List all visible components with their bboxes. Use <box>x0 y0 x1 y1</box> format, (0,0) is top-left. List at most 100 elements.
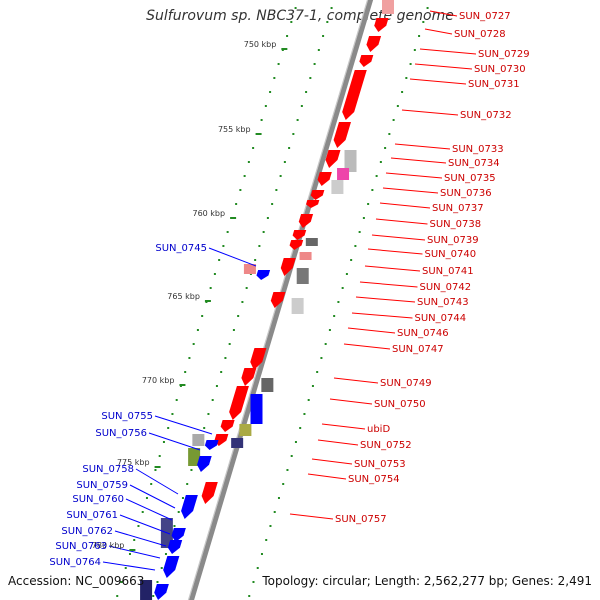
forward-label-leader <box>429 10 458 17</box>
forward-gene <box>250 348 267 370</box>
forward-gene-label: SUN_0730 <box>474 64 526 75</box>
forward-gene <box>231 438 244 448</box>
forward-gene-label: SUN_0729 <box>478 49 530 60</box>
guide-dot <box>413 49 416 51</box>
forward-gene <box>374 18 389 32</box>
guide-dot <box>167 427 170 429</box>
forward-gene <box>214 434 229 446</box>
guide-dot <box>303 413 306 415</box>
guide-dot <box>228 343 231 345</box>
reverse-gene <box>181 495 198 519</box>
forward-gene <box>342 70 367 120</box>
guide-dot <box>309 77 312 79</box>
guide-dot <box>207 413 210 415</box>
reverse-gene <box>197 456 212 472</box>
forward-label-leader <box>385 172 443 179</box>
guide-dot <box>173 525 176 527</box>
forward-label-leader <box>419 48 477 55</box>
forward-gene <box>333 122 351 148</box>
guide-dot <box>266 217 269 219</box>
guide-dot <box>141 511 144 513</box>
kbp-tick-label: 780 kbp <box>92 541 125 550</box>
guide-dot <box>254 259 257 261</box>
reverse-gene-label: SUN_0761 <box>66 510 118 521</box>
reverse-gene <box>163 556 180 578</box>
kbp-tick-label: 770 kbp <box>142 376 175 385</box>
guide-dot <box>260 553 263 555</box>
guide-dot <box>213 273 216 275</box>
forward-label-leader <box>333 377 379 384</box>
guide-dot <box>311 385 314 387</box>
guide-dot <box>186 483 189 485</box>
forward-gene-label: SUN_0733 <box>452 144 504 155</box>
forward-gene <box>337 168 350 180</box>
topology-text: Topology: circular; Length: 2,562,277 bp… <box>262 574 592 588</box>
reverse-label-leader <box>135 468 179 495</box>
guide-dot <box>269 91 272 93</box>
forward-gene-label: SUN_0743 <box>417 297 469 308</box>
guide-dot <box>384 147 387 149</box>
forward-gene <box>366 36 382 52</box>
guide-dot <box>258 245 261 247</box>
forward-gene-label: SUN_0735 <box>444 173 496 184</box>
forward-gene <box>382 0 394 14</box>
forward-gene-label: SUN_0736 <box>440 188 492 199</box>
forward-label-leader <box>414 63 473 70</box>
forward-gene-label: SUN_0753 <box>354 459 406 470</box>
guide-dot <box>226 231 229 233</box>
guide-dot <box>265 539 268 541</box>
guide-dot <box>290 455 293 457</box>
guide-dot <box>218 259 221 261</box>
guide-dot <box>305 91 308 93</box>
forward-label-leader <box>351 312 413 319</box>
guide-dot <box>171 413 174 415</box>
reverse-gene <box>154 584 169 600</box>
guide-dot <box>247 161 250 163</box>
forward-label-leader <box>379 202 431 209</box>
guide-dot <box>203 427 206 429</box>
guide-dot <box>252 581 255 583</box>
guide-dot <box>177 511 180 513</box>
forward-gene-label: SUN_0742 <box>420 282 472 293</box>
reverse-gene <box>140 580 153 600</box>
guide-dot <box>341 287 344 289</box>
reverse-gene <box>256 270 271 280</box>
kbp-tick-label: 775 kbp <box>117 458 150 467</box>
guide-dot <box>145 497 148 499</box>
guide-dot <box>211 399 214 401</box>
guide-dot <box>156 581 159 583</box>
guide-dot <box>345 273 348 275</box>
guide-dot <box>190 469 193 471</box>
guide-dot <box>277 63 280 65</box>
forward-gene-label: SUN_0737 <box>432 203 484 214</box>
forward-gene-label: SUN_0731 <box>468 79 520 90</box>
guide-dot <box>300 105 303 107</box>
forward-gene-label: SUN_0749 <box>380 378 432 389</box>
forward-gene-label: SUN_0727 <box>459 11 511 22</box>
guide-dot <box>292 133 295 135</box>
forward-gene <box>289 240 304 250</box>
forward-label-leader <box>307 473 347 480</box>
guide-dot <box>235 203 238 205</box>
guide-dot <box>124 567 127 569</box>
guide-dot <box>256 567 259 569</box>
reverse-label-leader <box>129 484 176 509</box>
reverse-gene-label: SUN_0755 <box>101 411 153 422</box>
guide-dot <box>245 287 248 289</box>
reverse-gene <box>171 528 186 542</box>
guide-dot <box>220 371 223 373</box>
guide-dot <box>288 147 291 149</box>
guide-dot <box>418 35 421 37</box>
reverse-gene-label: SUN_0756 <box>95 428 147 439</box>
guide-dot <box>337 301 340 303</box>
guide-dot <box>313 63 316 65</box>
forward-gene-label: SUN_0754 <box>348 474 400 485</box>
guide-dot <box>320 357 323 359</box>
forward-label-leader <box>329 398 373 405</box>
guide-dot <box>328 329 331 331</box>
forward-gene-label: SUN_0752 <box>360 440 412 451</box>
reverse-gene <box>192 434 205 446</box>
forward-gene <box>359 55 374 67</box>
reverse-gene-label: SUN_0764 <box>49 557 101 568</box>
forward-gene <box>250 394 263 424</box>
